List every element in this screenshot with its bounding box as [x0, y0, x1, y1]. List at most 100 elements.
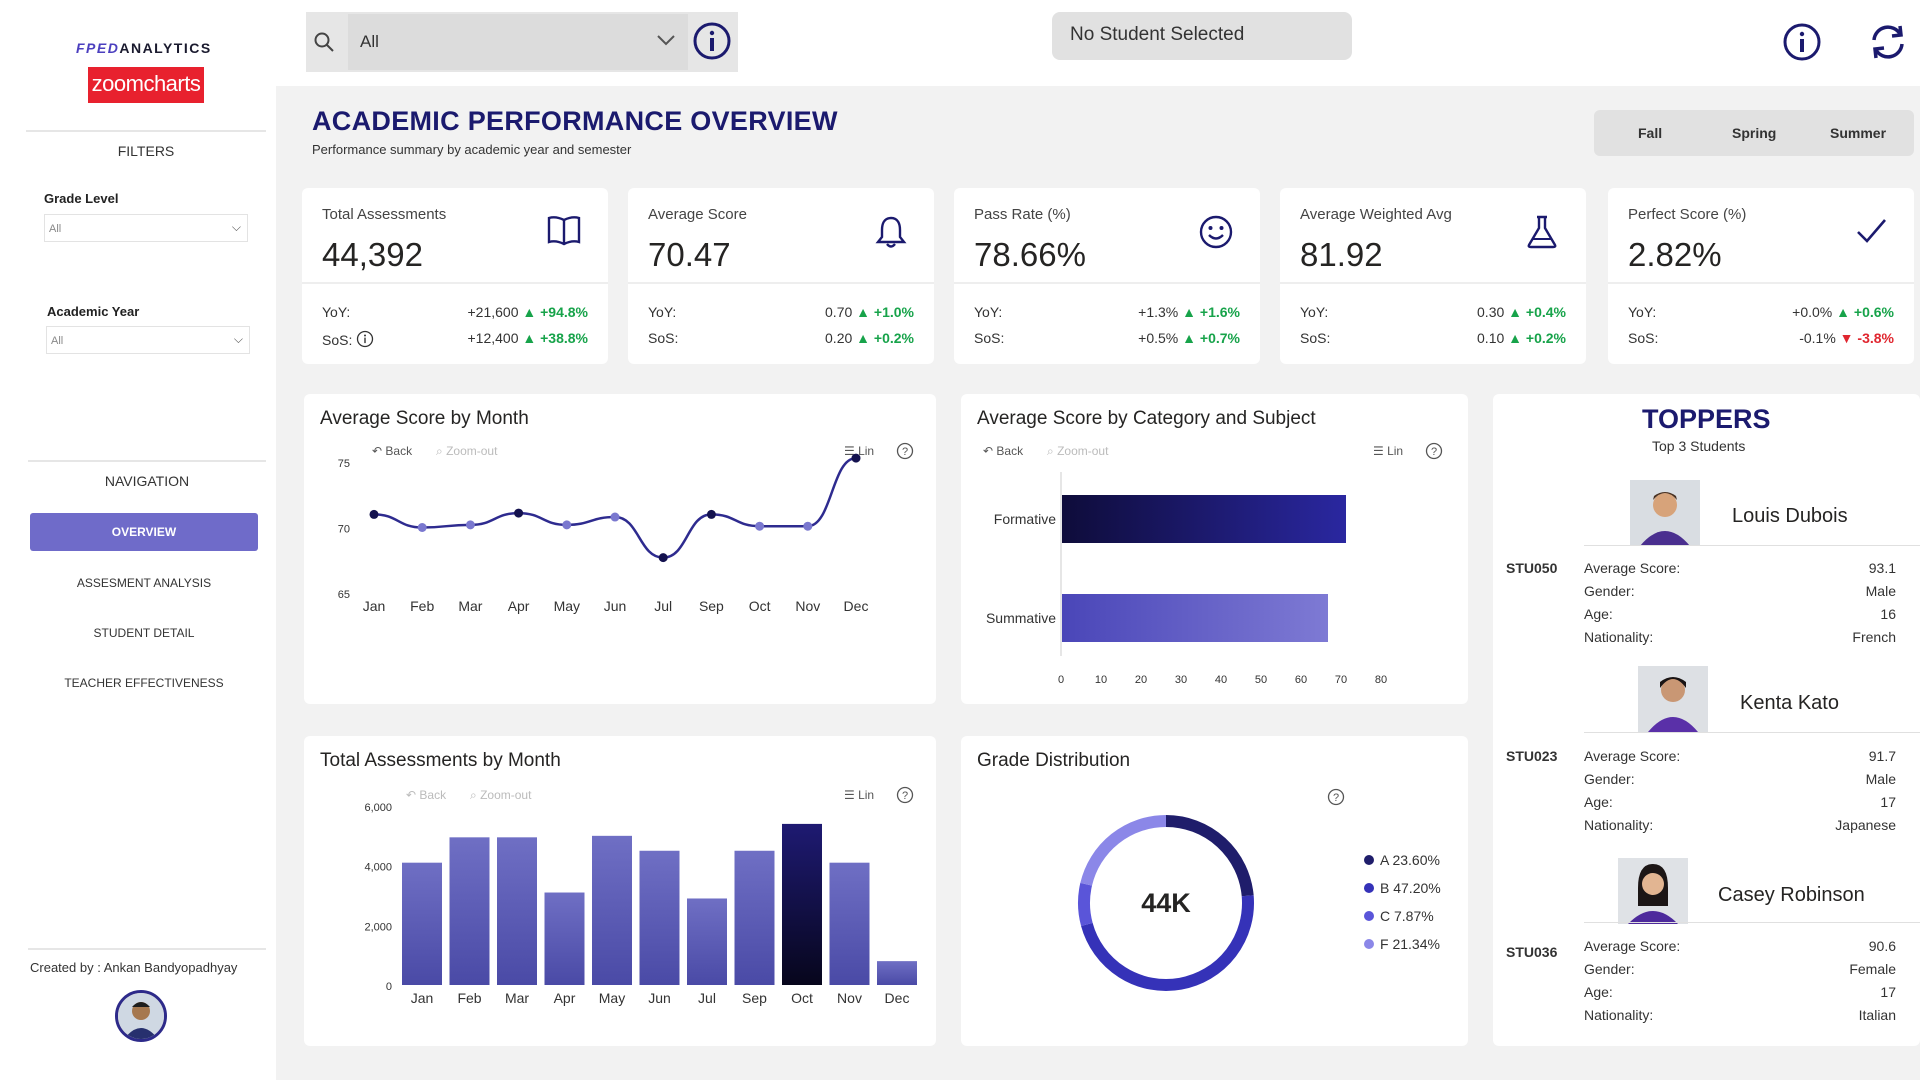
student-details: Average Score: 93.1 Gender: Male Age: 16 Na… [1584, 560, 1896, 645]
help-icon[interactable]: ? [1327, 788, 1345, 809]
season-summer[interactable]: Summer [1830, 125, 1887, 141]
nav-overview[interactable]: OVERVIEW [30, 513, 258, 551]
student-id: STU036 [1506, 944, 1558, 960]
data-point [514, 508, 524, 518]
x-tick-label: Jul [698, 990, 716, 1006]
x-tick-label: Jan [411, 990, 434, 1006]
x-tick-label: Nov [837, 990, 862, 1006]
student-id: STU050 [1506, 560, 1558, 576]
donut-chart: 44K [1078, 815, 1254, 991]
zoom-out-icon: ⌕ [470, 788, 477, 802]
bar [734, 850, 775, 985]
x-tick-label: Oct [791, 990, 813, 1006]
divider [1584, 732, 1920, 733]
x-tick-label: Jun [648, 990, 671, 1006]
avg-score-by-category-card: Average Score by Category and Subject ↶ … [961, 394, 1468, 704]
x-tick-label: Feb [410, 598, 434, 614]
search-dropdown[interactable]: All [348, 14, 688, 70]
data-point [658, 553, 668, 563]
lin-toggle[interactable]: ☰ Lin [844, 788, 875, 802]
kpi-yoy-row: YoY: +1.3% ▲ +1.6% [974, 304, 1240, 320]
student-photo [1618, 858, 1688, 924]
kpi-total-assessments: Total Assessments 44,392 YoY: +21,600 ▲ +… [302, 188, 608, 364]
season-spring[interactable]: Spring [1732, 125, 1777, 141]
nav-student-detail[interactable]: STUDENT DETAIL [93, 626, 195, 640]
back-button[interactable]: ↶ Back [372, 444, 413, 458]
grade-level-dropdown[interactable]: All ⌵ [44, 214, 248, 242]
x-tick-label: 60 [1295, 674, 1307, 686]
info-icon[interactable] [1782, 22, 1822, 67]
chevron-down-icon: ⌵ [231, 220, 241, 234]
back-button[interactable]: ↶ Back [983, 444, 1024, 458]
check-icon [1854, 214, 1888, 253]
page-title: ACADEMIC PERFORMANCE OVERVIEW [312, 106, 838, 136]
nav-teacher-effectiveness[interactable]: TEACHER EFFECTIVENESS [64, 676, 224, 690]
kpi-pass-rate: Pass Rate (%) 78.66% YoY: +1.3% ▲ +1.6% S… [954, 188, 1260, 364]
zoom-out-button[interactable]: ⌕ Zoom-out [436, 444, 498, 458]
x-tick-label: May [599, 990, 625, 1006]
help-icon[interactable]: ? [896, 442, 914, 463]
season-filter: Fall Spring Summer [1594, 110, 1914, 156]
kpi-average-score: Average Score 70.47 YoY: 0.70 ▲ +1.0% SoS… [628, 188, 934, 364]
academic-year-dropdown[interactable]: All ⌵ [46, 326, 250, 354]
author-credit: Created by : Ankan Bandyopadhyay [30, 960, 238, 975]
legend-item[interactable]: A 23.60% [1364, 852, 1440, 868]
student-details: Average Score: 90.6 Gender: Female Age: 17 … [1584, 938, 1896, 1023]
zoomcharts-logo: zoomcharts [88, 67, 204, 103]
kpi-sos-row: SoS: +0.5% ▲ +0.7% [974, 330, 1240, 346]
student-name: Louis Dubois [1732, 505, 1848, 527]
filters-title: FILTERS [117, 143, 175, 159]
y-tick-label: 70 [338, 524, 350, 536]
nav-assessment-analysis[interactable]: ASSESMENT ANALYSIS [76, 576, 212, 590]
bar [497, 837, 537, 985]
help-icon[interactable]: ? [896, 786, 914, 807]
x-tick-label: 80 [1375, 674, 1387, 686]
y-tick-label: 2,000 [364, 921, 392, 933]
brand-wordmark: FPEDANALYTICS [76, 40, 212, 56]
back-button[interactable]: ↶ Back [406, 788, 447, 802]
student-selection-status[interactable]: No Student Selected [1052, 12, 1352, 60]
legend-item[interactable]: C 7.87% [1364, 908, 1434, 924]
kpi-yoy-row: YoY: +21,600 ▲ +94.8% [322, 304, 588, 320]
legend-item[interactable]: B 47.20% [1364, 880, 1441, 896]
zoom-out-icon: ⌕ [436, 444, 443, 458]
x-tick-label: Sep [742, 990, 767, 1006]
info-icon[interactable] [356, 330, 374, 348]
divider [954, 282, 1260, 284]
zoom-out-button[interactable]: ⌕ Zoom-out [470, 788, 532, 802]
season-fall[interactable]: Fall [1638, 125, 1663, 141]
data-point [562, 520, 572, 530]
x-tick-label: Mar [505, 990, 529, 1006]
lin-toggle[interactable]: ☰ Lin [844, 444, 875, 458]
chart-title: Grade Distribution [977, 750, 1131, 771]
refresh-icon[interactable] [1866, 20, 1910, 69]
kpi-label: Perfect Score (%) [1628, 206, 1747, 223]
chart-title: Average Score by Month [320, 408, 529, 429]
zoom-out-button[interactable]: ⌕ Zoom-out [1047, 444, 1109, 458]
divider [28, 948, 266, 950]
y-tick-label: 65 [338, 589, 350, 601]
info-icon[interactable] [692, 21, 732, 66]
kpi-sos-row: SoS: 0.10 ▲ +0.2% [1300, 330, 1566, 346]
y-tick-label: 75 [338, 458, 350, 470]
x-tick-label: 30 [1175, 674, 1187, 686]
legend-item[interactable]: F 21.34% [1364, 936, 1440, 952]
divider [26, 130, 266, 132]
kpi-label: Average Weighted Avg [1300, 206, 1452, 223]
student-name: Kenta Kato [1740, 692, 1839, 714]
search-icon [312, 30, 336, 59]
help-icon[interactable]: ? [1425, 442, 1443, 463]
student-name: Casey Robinson [1718, 884, 1865, 906]
kpi-yoy-row: YoY: 0.70 ▲ +1.0% [648, 304, 914, 320]
zoom-out-icon: ⌕ [1047, 444, 1054, 458]
donut-slice [1080, 815, 1167, 886]
kpi-value: 44,392 [322, 236, 423, 273]
x-tick-label: Apr [508, 598, 530, 614]
kpi-label: Total Assessments [322, 206, 447, 223]
y-tick-label: 6,000 [364, 802, 392, 814]
lin-toggle[interactable]: ☰ Lin [1373, 444, 1404, 458]
kpi-label: Average Score [648, 206, 747, 223]
kpi-sos-row: SoS: +12,400 ▲ +38.8% [322, 330, 588, 348]
svg-text:?: ? [902, 446, 908, 458]
donut-center-label: 44K [1141, 888, 1191, 918]
